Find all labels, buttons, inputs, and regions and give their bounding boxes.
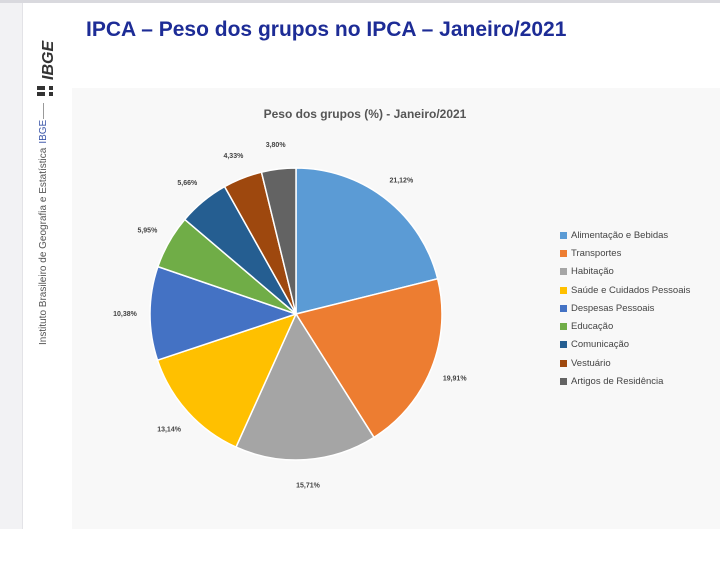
top-rule <box>0 0 720 3</box>
pie-slice <box>295 167 439 315</box>
legend-swatch <box>560 286 567 294</box>
left-divider <box>22 3 23 529</box>
legend-item: Comunicação <box>560 336 690 354</box>
ibge-logo: IBGE <box>37 40 57 98</box>
legend-item: Artigos de Residência <box>560 372 690 390</box>
institute-caption-text: Instituto Brasileiro de Geografia e Esta… <box>38 147 49 345</box>
legend-swatch <box>560 359 567 367</box>
pie-chart: Peso dos grupos (%) - Janeiro/2021 21,12… <box>113 107 467 490</box>
pie-data-label: 3,80% <box>266 142 287 149</box>
legend-item: Alimentação e Bebidas <box>560 226 690 244</box>
pie-data-label: 19,91% <box>443 376 468 383</box>
pie-slices <box>149 167 443 461</box>
pie-slice <box>149 265 299 362</box>
pie-data-label: 10,38% <box>113 311 138 318</box>
legend-swatch <box>560 231 567 239</box>
pie-data-label: 5,66% <box>177 180 198 187</box>
legend-label: Educação <box>571 321 614 333</box>
chart-title: Peso dos grupos (%) - Janeiro/2021 <box>264 107 467 121</box>
legend-label: Saúde e Cuidados Pessoais <box>571 284 691 296</box>
chart-area: Peso dos grupos (%) - Janeiro/2021 21,12… <box>72 88 720 529</box>
pie-data-label: 21,12% <box>389 177 414 184</box>
legend-swatch <box>560 249 567 257</box>
legend-swatch <box>560 341 567 349</box>
chart-legend: Alimentação e Bebidas Transportes Habitaçã… <box>560 226 690 391</box>
legend-label: Vestuário <box>571 357 611 369</box>
institute-caption-accent: IBGE <box>38 119 49 144</box>
pie-data-labels: 21,12% 19,91% 15,71% 13,14% 10,38% 5,95% 5,66%… <box>113 142 467 489</box>
legend-item: Vestuário <box>560 354 690 372</box>
legend-label: Alimentação e Bebidas <box>571 229 669 241</box>
institute-caption: Instituto Brasileiro de Geografia e Esta… <box>38 120 50 575</box>
legend-swatch <box>560 268 567 276</box>
pie-data-label: 13,14% <box>157 427 182 434</box>
legend-item: Despesas Pessoais <box>560 299 690 317</box>
legend-label: Comunicação <box>571 339 630 351</box>
pie-data-label: 5,95% <box>137 227 158 234</box>
legend-label: Artigos de Residência <box>571 376 664 388</box>
brand-separator <box>43 103 44 119</box>
legend-swatch <box>560 304 567 312</box>
legend-item: Saúde e Cuidados Pessoais <box>560 281 690 299</box>
pie-slice <box>156 312 298 449</box>
ibge-logo-mark <box>37 82 53 98</box>
pie-slice <box>260 167 297 315</box>
left-panel <box>0 3 22 529</box>
pie-slice <box>235 312 376 461</box>
legend-item: Transportes <box>560 244 690 262</box>
legend-swatch <box>560 323 567 331</box>
legend-label: Transportes <box>571 247 622 259</box>
pie-slice <box>294 277 443 439</box>
legend-item: Educação <box>560 317 690 335</box>
legend-swatch <box>560 378 567 386</box>
slide-title: IPCA – Peso dos grupos no IPCA – Janeiro… <box>86 18 567 41</box>
pie-data-label: 15,71% <box>296 483 321 490</box>
pie-data-label: 4,33% <box>223 153 244 160</box>
ibge-logo-text: IBGE <box>40 40 57 80</box>
legend-label: Habitação <box>571 266 614 278</box>
legend-label: Despesas Pessoais <box>571 302 655 314</box>
legend-item: Habitação <box>560 263 690 281</box>
